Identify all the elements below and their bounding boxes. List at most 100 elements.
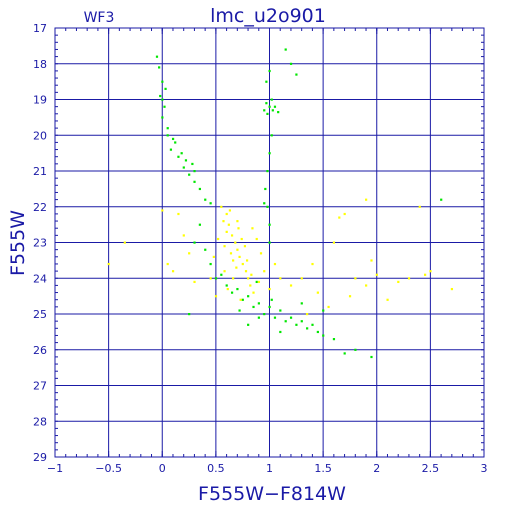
scatter-point-series-2 [247,277,250,280]
scatter-point-series-2 [212,255,215,258]
scatter-point-series-1 [161,116,164,119]
scatter-point-series-1 [209,202,212,205]
scatter-point-series-1 [182,166,185,169]
scatter-point-series-1 [271,109,274,112]
y-tick-label: 29 [33,451,47,464]
y-tick-label: 25 [33,308,47,321]
scatter-point-series-2 [338,216,341,219]
scatter-point-series-2 [327,305,330,309]
scatter-point-series-1 [268,152,271,155]
scatter-point-series-2 [237,227,240,230]
scatter-point-series-2 [161,209,164,212]
scatter-point-series-2 [244,270,248,273]
scatter-point-series-1 [214,277,218,280]
x-tick-label: −0.5 [95,462,122,475]
scatter-point-series-1 [266,112,269,115]
scatter-point-series-1 [265,102,268,105]
scatter-point-series-2 [243,245,247,248]
scatter-point-series-2 [273,262,277,266]
scatter-point-series-2 [123,241,126,244]
scatter-point-series-1 [279,330,282,334]
y-tick-label: 28 [33,415,47,428]
scatter-point-series-2 [225,230,228,233]
chip-label: WF3 [84,10,115,26]
scatter-point-series-2 [227,223,230,226]
scatter-point-series-1 [322,309,325,312]
scatter-point-series-2 [223,245,226,248]
y-tick-label: 22 [33,201,47,214]
scatter-point-series-2 [222,220,225,223]
scatter-point-series-1 [316,330,319,334]
scatter-point-series-2 [450,287,454,291]
scatter-point-series-1 [257,316,260,319]
x-tick-label: 1 [266,462,273,475]
scatter-point-series-1 [177,155,180,158]
scatter-point-series-1 [193,241,196,244]
scatter-point-series-2 [418,205,421,208]
scatter-point-series-1 [188,313,191,316]
y-tick-label: 27 [33,380,47,393]
scatter-point-series-2 [223,270,226,273]
scatter-point-series-1 [306,327,309,330]
scatter-point-series-1 [204,198,207,201]
y-axis-label: F555W [7,210,29,276]
scatter-point-series-1 [277,111,280,114]
scatter-point-series-2 [343,212,346,216]
scatter-point-series-1 [332,338,336,341]
scatter-point-series-2 [407,277,411,280]
scatter-point-series-2 [236,220,239,223]
scatter-point-series-1 [266,170,269,173]
scatter-point-series-2 [193,280,196,284]
scatter-point-series-2 [228,209,232,212]
scatter-point-series-1 [255,280,258,284]
scatter-point-series-2 [250,273,253,276]
scatter-point-series-2 [220,205,223,208]
scatter-point-series-2 [375,273,378,276]
x-tick-label: 0.5 [207,462,225,475]
scatter-points [107,48,454,359]
scatter-point-series-1 [300,320,303,323]
scatter-point-series-1 [204,248,207,251]
scatter-point-series-2 [279,277,282,280]
scatter-point-series-2 [306,313,309,316]
scatter-point-series-1 [161,98,164,101]
scatter-point-series-1 [354,348,357,351]
scatter-point-series-2 [240,237,243,241]
y-tick-label: 23 [33,237,47,250]
scatter-point-series-1 [193,170,196,173]
scatter-point-series-2 [171,270,175,273]
scatter-point-series-1 [257,302,260,305]
plot-frame [54,27,485,458]
x-tick-label: 2 [373,462,380,475]
scatter-point-series-2 [332,241,336,244]
y-tick-label: 19 [33,94,47,107]
scatter-point-series-2 [263,270,266,273]
scatter-point-series-2 [354,277,357,280]
scatter-point-series-2 [316,291,319,294]
scatter-point-series-2 [245,259,249,262]
scatter-point-series-2 [365,284,368,287]
scatter-point-series-1 [343,352,346,355]
scatter-point-series-2 [177,212,180,216]
scatter-point-series-2 [249,284,252,287]
scatter-point-series-1 [273,316,277,319]
scatter-point-series-1 [370,355,373,359]
scatter-point-series-1 [311,323,314,326]
scatter-point-series-1 [166,134,169,137]
scatter-point-series-1 [270,298,273,301]
scatter-point-series-1 [268,223,271,226]
scatter-point-series-2 [217,237,220,241]
scatter-point-series-1 [273,105,277,108]
scatter-point-series-1 [263,202,266,205]
scatter-point-series-2 [234,241,237,244]
scatter-point-series-2 [300,277,303,280]
scatter-point-series-1 [169,148,173,151]
scatter-point-series-1 [322,334,325,337]
scatter-point-series-1 [247,295,250,298]
scatter-point-series-1 [193,180,196,183]
scatter-point-series-1 [268,105,271,108]
scatter-point-series-2 [311,262,314,266]
x-tick-label: 2.5 [422,462,440,475]
scatter-point-series-1 [300,302,303,305]
